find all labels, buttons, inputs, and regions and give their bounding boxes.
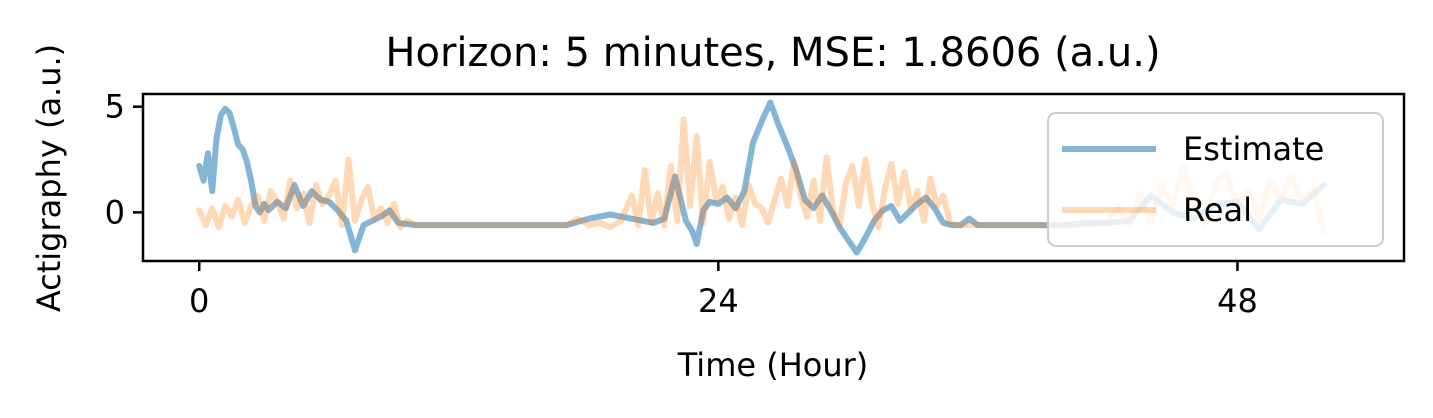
x-axis-ticks: 0 24 48: [189, 261, 1258, 320]
legend-label-real: Real: [1183, 191, 1252, 229]
legend-label-estimate: Estimate: [1183, 130, 1324, 168]
legend: Estimate Real: [1047, 112, 1384, 247]
x-axis-label: Time (Hour): [677, 346, 869, 384]
y-axis-ticks: 05: [105, 88, 143, 231]
chart-title: Horizon: 5 minutes, MSE: 1.8606 (a.u.): [385, 30, 1160, 76]
y-tick-label: 5: [105, 88, 125, 126]
y-tick-label: 0: [105, 193, 125, 231]
series-line-estimate: [196, 99, 1327, 256]
x-tick-label: 0: [189, 282, 209, 320]
x-tick-label: 24: [698, 282, 739, 320]
plot-frame: [141, 92, 1406, 263]
y-axis-label: Actigraphy (a.u.): [30, 44, 68, 312]
x-tick-label: 48: [1217, 282, 1258, 320]
